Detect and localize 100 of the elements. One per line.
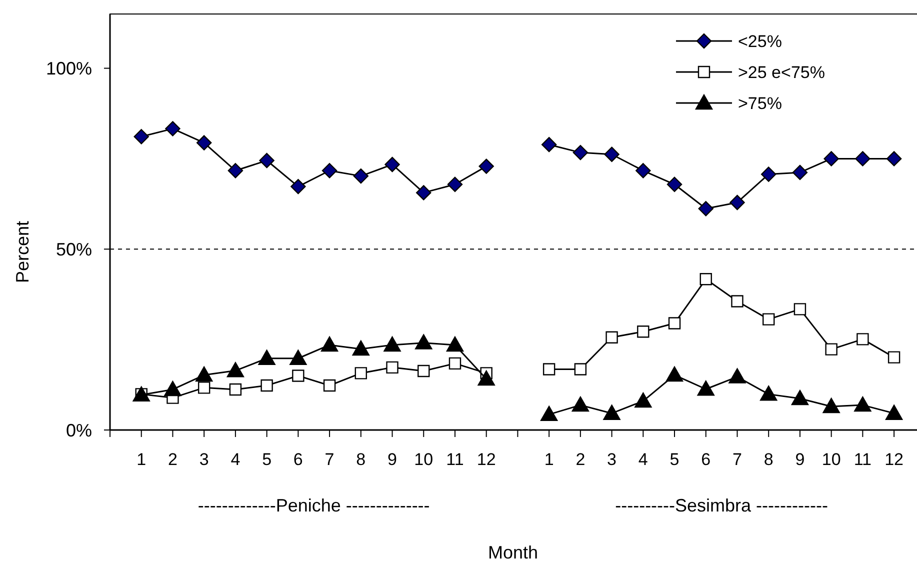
point <box>290 178 306 194</box>
x-tick-label: 9 <box>388 450 397 469</box>
x-tick-label: 10 <box>822 450 841 469</box>
legend-label: <25% <box>738 32 782 51</box>
x-tick-label: 9 <box>795 450 805 469</box>
x-tick-label: 5 <box>262 450 272 469</box>
y-tick-label: 50% <box>56 239 92 260</box>
point <box>854 396 872 412</box>
text: -------------Peniche -------------- <box>198 495 430 516</box>
x-tick-label: 11 <box>854 450 872 469</box>
point <box>541 136 557 152</box>
x-tick-label: 1 <box>136 450 146 469</box>
x-axis-title: Month <box>488 542 538 561</box>
point <box>386 361 398 374</box>
x-tick-label: 4 <box>638 450 648 469</box>
point <box>824 151 839 166</box>
point <box>825 343 838 356</box>
point <box>666 366 684 382</box>
point <box>446 336 464 352</box>
x-tick-label: 6 <box>701 450 711 469</box>
point <box>478 370 495 386</box>
point <box>886 151 902 166</box>
point <box>606 331 618 344</box>
point <box>195 366 213 382</box>
point <box>134 129 149 144</box>
legend-label: >25 e<75% <box>738 62 825 82</box>
point <box>603 404 620 420</box>
point <box>822 398 840 414</box>
x-tick-label: 4 <box>230 450 240 469</box>
point <box>728 368 746 384</box>
text: ----------Sesimbra ------------ <box>615 495 828 516</box>
x-tick-label: 8 <box>764 450 774 469</box>
y-tick-label: 0% <box>66 420 92 440</box>
point <box>791 390 809 406</box>
x-tick-label: 12 <box>476 450 496 469</box>
point <box>668 317 681 330</box>
legend-label: >75% <box>738 94 782 113</box>
point <box>418 364 430 378</box>
point <box>226 362 244 378</box>
x-tick-label: 5 <box>670 450 680 469</box>
point <box>794 303 806 316</box>
point <box>885 404 903 420</box>
point <box>448 357 462 370</box>
point <box>697 380 714 396</box>
point <box>700 273 712 286</box>
point <box>292 370 304 382</box>
x-tick-label: 2 <box>576 450 586 469</box>
point <box>290 350 307 365</box>
x-tick-label: 3 <box>607 450 617 469</box>
point <box>416 185 432 200</box>
point <box>320 336 338 352</box>
x-tick-label: 6 <box>293 450 303 469</box>
point <box>856 333 869 346</box>
point <box>542 363 556 376</box>
point <box>730 194 745 210</box>
point <box>198 382 210 394</box>
point <box>384 336 401 352</box>
point <box>792 164 808 180</box>
point <box>636 163 651 178</box>
point <box>322 163 338 178</box>
point <box>228 163 244 178</box>
point <box>540 406 558 422</box>
point <box>634 392 652 408</box>
point <box>415 334 432 350</box>
x-tick-label: 8 <box>356 450 366 469</box>
x-tick-label: 1 <box>544 450 554 469</box>
point <box>352 340 370 356</box>
x-tick-label: 3 <box>199 450 209 469</box>
point <box>637 326 650 338</box>
point <box>604 146 620 162</box>
point <box>323 379 336 392</box>
x-tick-label: 12 <box>884 450 904 469</box>
point <box>447 176 463 192</box>
point <box>762 313 775 326</box>
point <box>354 367 367 380</box>
point <box>258 350 276 365</box>
point <box>698 201 714 216</box>
point <box>164 380 182 396</box>
point <box>260 379 273 392</box>
y-axis-title: Percent <box>12 220 32 284</box>
point <box>572 396 590 412</box>
point <box>259 152 274 168</box>
point <box>165 121 180 136</box>
x-tick-label: 2 <box>168 450 178 469</box>
point <box>229 383 242 396</box>
x-tick-label: 11 <box>446 450 464 469</box>
point <box>572 144 588 160</box>
point <box>731 295 744 308</box>
point <box>478 158 494 174</box>
point <box>760 386 778 401</box>
point <box>761 166 776 182</box>
point <box>353 168 368 184</box>
point <box>888 351 900 364</box>
x-tick-label: 7 <box>732 450 742 469</box>
x-tick-label: 10 <box>414 450 434 469</box>
point <box>384 156 400 172</box>
y-tick-label: 100% <box>46 58 92 79</box>
point <box>855 151 870 166</box>
point <box>196 135 212 150</box>
point <box>666 176 682 192</box>
